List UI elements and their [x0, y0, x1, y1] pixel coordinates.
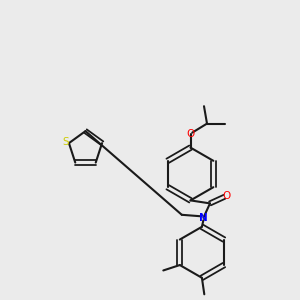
- Text: S: S: [62, 136, 69, 147]
- Text: O: O: [186, 129, 195, 139]
- Text: N: N: [199, 213, 208, 223]
- Text: O: O: [222, 191, 231, 201]
